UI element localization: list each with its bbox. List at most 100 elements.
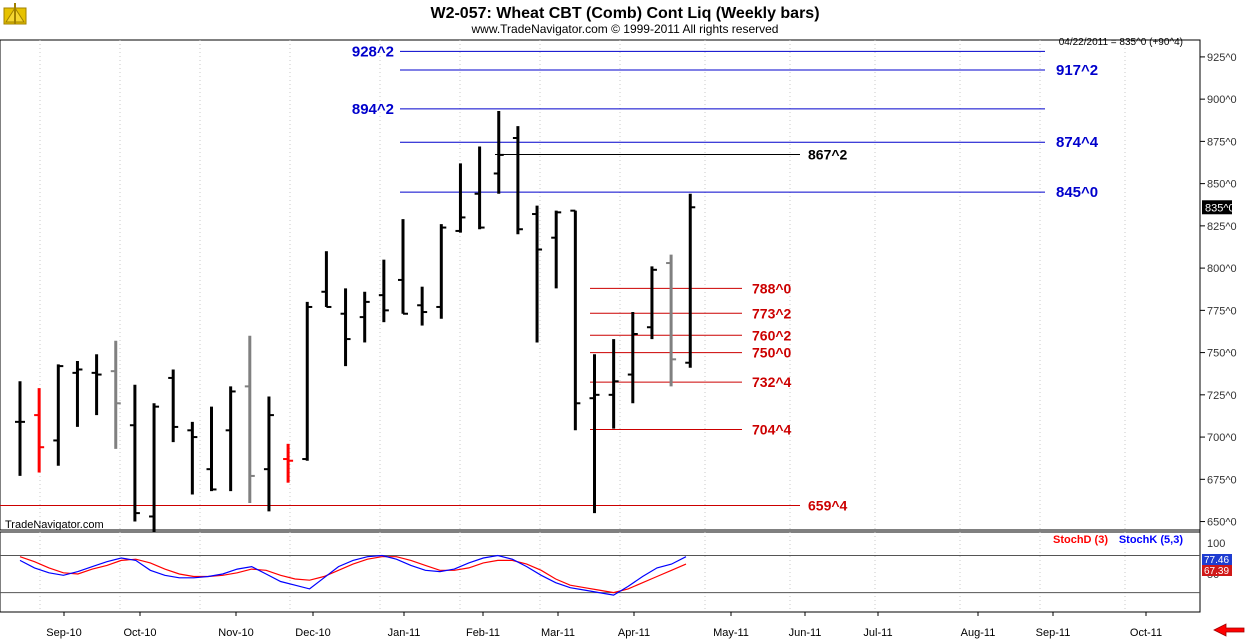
price-tick-label: 850^0	[1207, 179, 1237, 191]
ohlc-bar	[244, 335, 255, 503]
ohlc-bar	[168, 369, 179, 443]
ohlc-bar	[666, 254, 677, 387]
date-tick-label: Sep-11	[1036, 627, 1071, 639]
price-tick-label: 650^0	[1207, 517, 1237, 529]
ohlc-bar	[627, 312, 638, 404]
ohlc-bar	[512, 126, 523, 235]
ohlc-bar	[608, 339, 619, 429]
ohlc-bar	[685, 193, 696, 368]
red-level-label: 760^2	[752, 327, 792, 343]
ohlc-bar	[493, 110, 504, 194]
blue-level-label: 928^2	[352, 43, 394, 60]
ohlc-bars	[15, 110, 696, 532]
ohlc-bar	[72, 361, 83, 427]
quote-readout: 04/22/2011 = 835^0 (+90^4)	[1059, 37, 1183, 48]
date-tick-label: Jul-11	[863, 627, 892, 639]
ohlc-bar	[589, 354, 600, 514]
stoch-d-value: 67.39	[1204, 566, 1229, 577]
date-tick-label: Mar-11	[541, 627, 575, 639]
date-tick-label: May-11	[713, 627, 749, 639]
last-price-marker: 835^0	[1202, 200, 1235, 215]
price-tick-label: 725^0	[1207, 390, 1237, 402]
ohlc-bar	[532, 205, 543, 343]
ohlc-bar	[110, 340, 121, 449]
date-tick-label: Sep-10	[46, 627, 81, 639]
date-tick-label: Oct-10	[123, 627, 156, 639]
stochastic-series	[19, 554, 687, 596]
price-tick-label: 775^0	[1207, 305, 1237, 317]
ohlc-bar	[91, 354, 102, 416]
stoch-k-value: 77.46	[1204, 555, 1229, 566]
ohlc-bar	[34, 388, 45, 473]
blue-level-label: 874^4	[1056, 134, 1099, 151]
red-level-label: 773^2	[752, 305, 792, 321]
trade-navigator-logo	[3, 3, 27, 25]
red-level-label: 732^4	[752, 374, 792, 390]
ohlc-bar	[53, 364, 64, 466]
ohlc-bar	[551, 210, 562, 289]
stoch-k-line	[19, 554, 687, 596]
date-tick-label: Feb-11	[466, 627, 500, 639]
ohlc-bar	[417, 286, 428, 326]
red-level-label: 704^4	[752, 421, 792, 437]
stoch-d-value-box	[1202, 565, 1232, 576]
scroll-left-arrow-icon[interactable]	[1212, 623, 1246, 637]
ohlc-bar	[474, 146, 485, 230]
black-level-label: 867^2	[808, 146, 848, 162]
blue-level-label: 845^0	[1056, 184, 1098, 201]
date-tick-label: Aug-11	[961, 627, 996, 639]
chart-title: W2-057: Wheat CBT (Comb) Cont Liq (Weekl…	[430, 5, 819, 22]
date-tick-label: Dec-10	[295, 627, 330, 639]
ohlc-bar	[206, 406, 217, 492]
date-tick-label: Oct-11	[1130, 627, 1162, 639]
red-level-label: 788^0	[752, 280, 792, 296]
ohlc-bar	[187, 421, 198, 495]
price-levels: 928^2 917^2 894^2 874^4 845^0 867^2 788^0 773^2…	[0, 43, 1099, 514]
date-tick-label: Nov-10	[218, 627, 253, 639]
date-tick-label: Apr-11	[618, 627, 650, 639]
ohlc-bar	[129, 384, 140, 522]
ohlc-bar	[302, 301, 313, 461]
red-level-label: 750^0	[752, 345, 792, 361]
stoch-tick-label: 100	[1207, 538, 1225, 550]
ohlc-bar	[359, 291, 370, 343]
ohlc-bar	[15, 381, 25, 476]
ohlc-bar	[225, 386, 236, 492]
chart-subtitle: www.TradeNavigator.com © 1999-2011 All r…	[471, 22, 779, 36]
ohlc-bar	[263, 396, 274, 512]
price-axis-ticks: 650^0 675^0 700^0 725^0 750^0 775^0 800^0 825^0…	[1200, 52, 1237, 529]
blue-level-label: 894^2	[352, 101, 394, 118]
price-panel	[0, 39, 1201, 531]
price-tick-label: 925^0	[1207, 52, 1237, 64]
stoch-k-legend: StochK (5,3)	[1119, 534, 1184, 546]
blue-level-label: 917^2	[1056, 62, 1098, 79]
price-tick-label: 875^0	[1207, 136, 1237, 148]
ohlc-bar	[570, 209, 581, 431]
ohlc-bar	[398, 219, 408, 315]
date-tick-label: Jun-11	[789, 627, 822, 639]
red-level-label: 659^4	[808, 498, 848, 514]
price-tick-label: 800^0	[1207, 263, 1237, 275]
price-tick-label: 750^0	[1207, 348, 1237, 360]
ohlc-bar	[283, 443, 294, 483]
ohlc-bar	[378, 259, 389, 323]
ohlc-bar	[455, 163, 466, 233]
price-tick-label: 900^0	[1207, 94, 1237, 106]
price-tick-label: 700^0	[1207, 432, 1237, 444]
ohlc-bar	[340, 288, 351, 367]
last-price-box	[1202, 200, 1232, 215]
price-tick-label: 825^0	[1207, 221, 1237, 233]
indicator-panel	[0, 531, 1201, 613]
watermark: TradeNavigator.com	[5, 519, 104, 531]
ohlc-bar	[436, 224, 447, 319]
date-axis: Sep-10 Oct-10 Nov-10 Dec-10 Jan-11 Feb-11 Mar-…	[46, 612, 1162, 639]
stoch-k-value-box	[1202, 554, 1232, 565]
price-tick-label: 675^0	[1207, 474, 1237, 486]
ohlc-bar	[149, 403, 160, 532]
stoch-d-legend: StochD (3)	[1053, 534, 1108, 546]
ohlc-bar	[646, 266, 657, 340]
ohlc-bar	[321, 251, 332, 308]
last-price-label: 835^0	[1205, 202, 1235, 214]
date-tick-label: Jan-11	[388, 627, 421, 639]
